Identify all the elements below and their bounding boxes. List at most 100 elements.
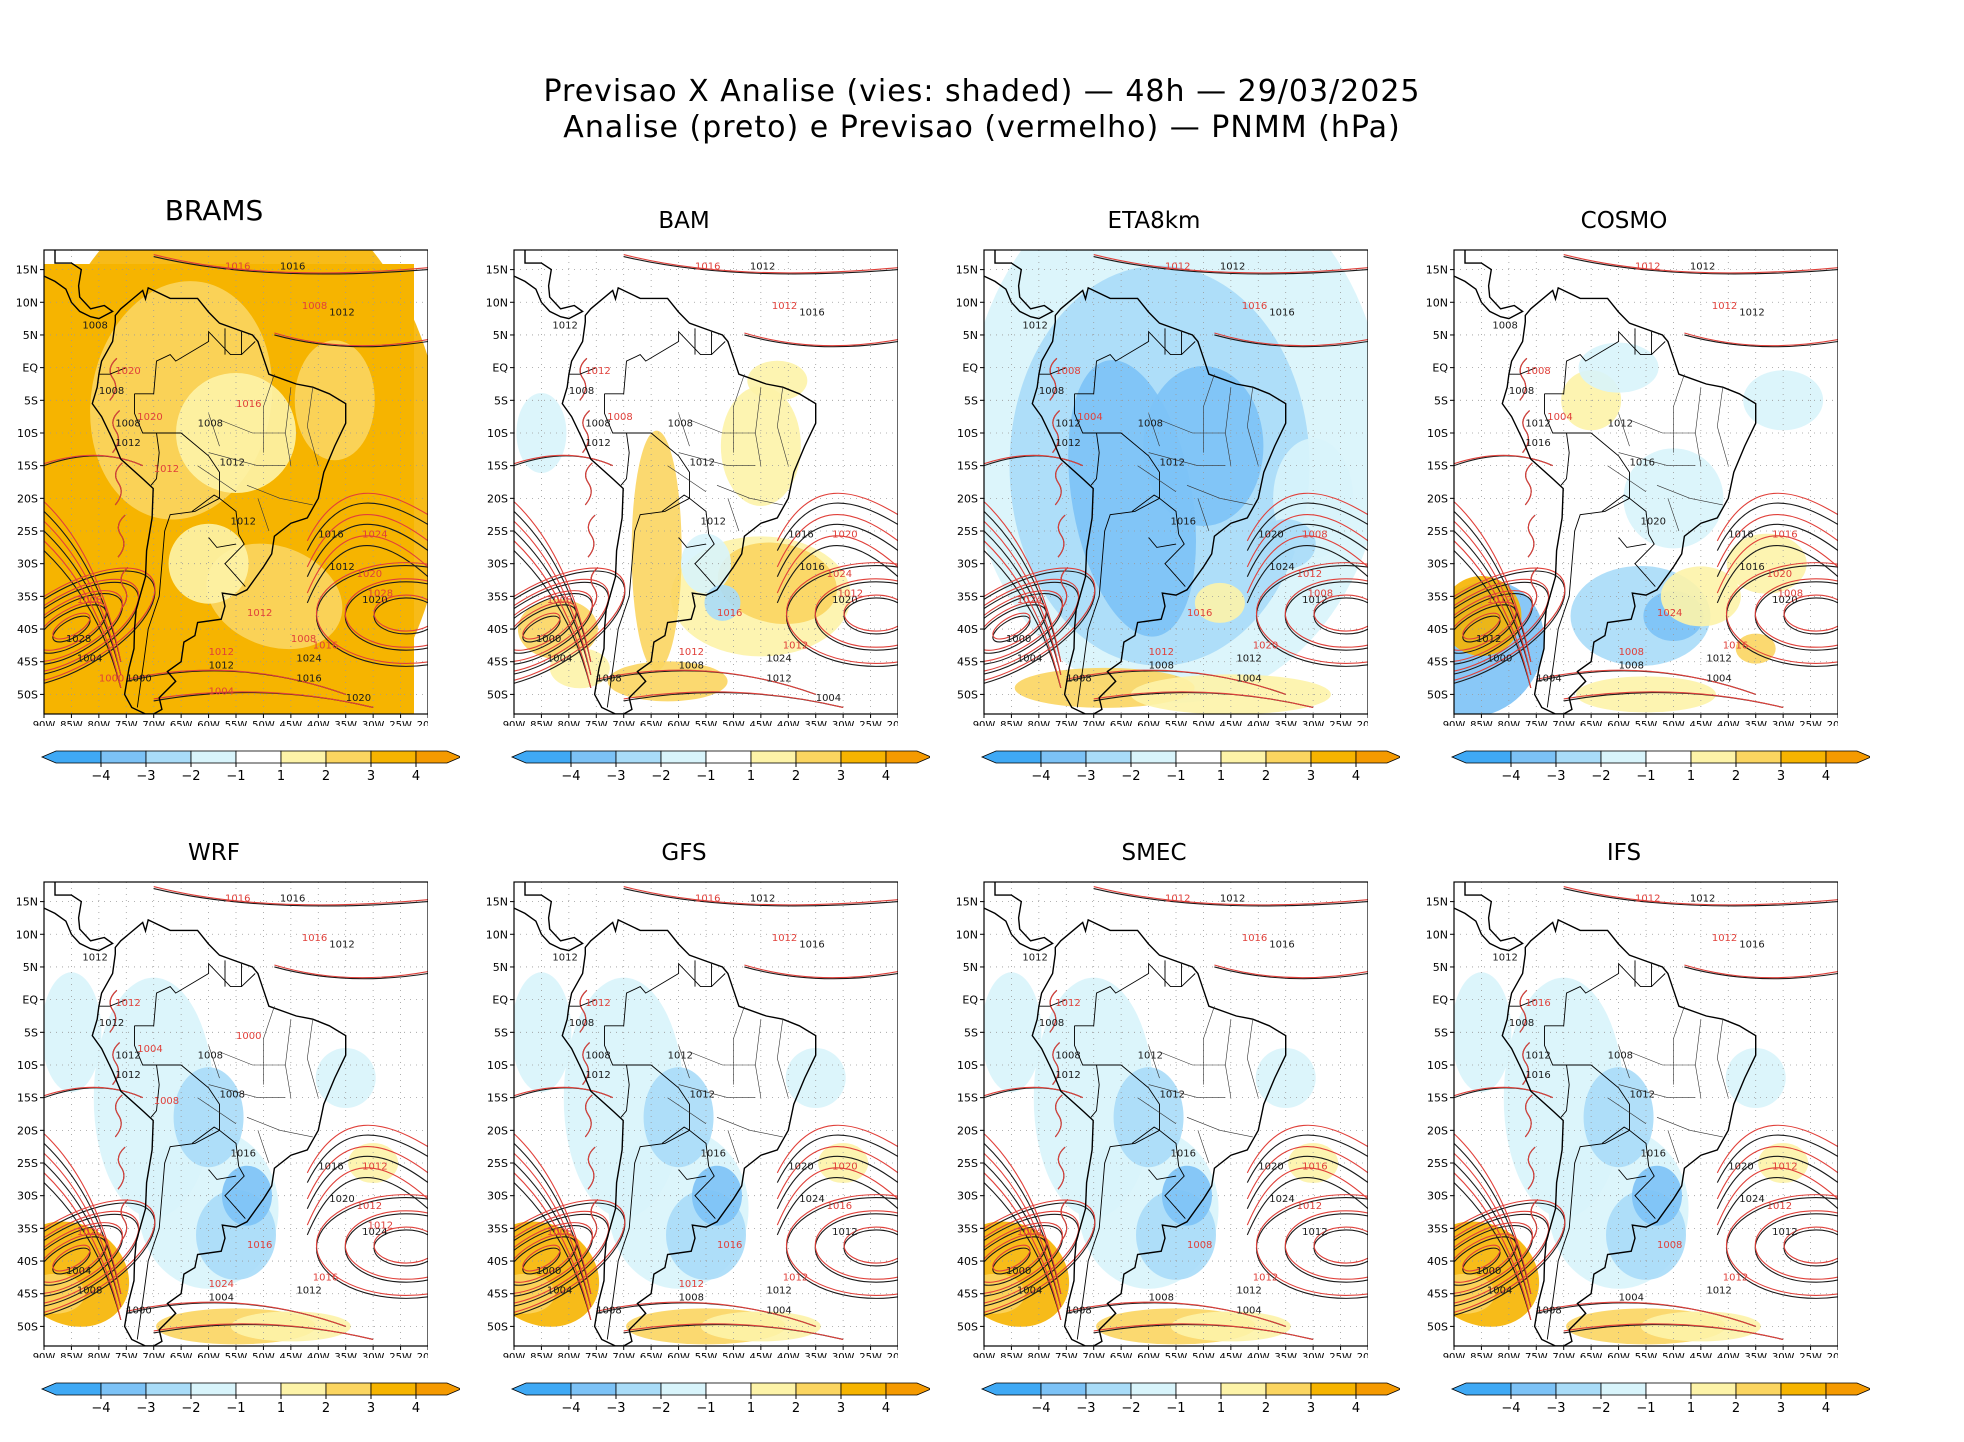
colorbar-tick-label: 4 <box>1352 769 1360 784</box>
bias-shading <box>514 972 869 1345</box>
lon-tick-label: 90W <box>33 1352 56 1358</box>
forecast-isobar-label: 1008 <box>1055 366 1080 377</box>
lon-tick-label: 70W <box>142 720 165 726</box>
colorbar-segment <box>190 1382 237 1396</box>
lon-tick-label: 25W <box>1329 720 1352 726</box>
analysis-isobar-label: 1008 <box>198 418 223 429</box>
lon-tick-label: 60W <box>197 1352 220 1358</box>
colorbar-segment <box>1220 1382 1267 1396</box>
colorbar-tick-label: −1 <box>1636 1401 1655 1416</box>
analysis-isobar-label: 1016 <box>788 530 813 541</box>
lon-tick-label: 20W <box>887 1352 898 1358</box>
forecast-isobar-label: 1012 <box>679 647 704 658</box>
lon-tick-label: 85W <box>1000 720 1023 726</box>
lon-tick-label: 25W <box>389 1352 412 1358</box>
lat-tick-label: 50S <box>957 688 978 701</box>
forecast-isobar-label: 1012 <box>1712 301 1737 312</box>
forecast-isobar-label: 1012 <box>772 301 797 312</box>
analysis-isobar-label: 1012 <box>1220 262 1245 273</box>
colorbar-segment <box>1220 750 1267 764</box>
analysis-isobar-label: 1012 <box>1022 952 1047 963</box>
forecast-isobar-label: 1008 <box>607 412 632 423</box>
analysis-isobar-label: 1024 <box>1269 1194 1294 1205</box>
lat-tick-label: 50S <box>17 688 38 701</box>
analysis-isobar-label: 1004 <box>209 1292 234 1303</box>
colorbar-tick-label: 2 <box>1262 769 1270 784</box>
panel-bam: BAM 1012 1016 1012 1008 1008 1008 1012 1012 1012 1… <box>470 190 940 810</box>
colorbar-segment <box>145 1382 192 1396</box>
lon-tick-label: 45W <box>1220 720 1243 726</box>
colorbar-tick-label: 2 <box>322 1401 330 1416</box>
analysis-isobar-label: 1000 <box>1006 634 1031 645</box>
analysis-isobar-label: 1008 <box>99 386 124 397</box>
lon-tick-label: 40W <box>777 720 800 726</box>
forecast-isobar-label: 1012 <box>1635 262 1660 273</box>
analysis-isobar-label: 1012 <box>750 262 775 273</box>
lat-tick-label: 30S <box>1427 558 1448 571</box>
lat-tick-label: 35S <box>17 590 38 603</box>
lat-tick-label: 25S <box>1427 1157 1448 1170</box>
forecast-isobars <box>984 886 1368 1341</box>
colorbar-tick-label: 2 <box>322 769 330 784</box>
analysis-isobar-label: 1008 <box>1149 1292 1174 1303</box>
lat-tick-label: 10S <box>1427 1059 1448 1072</box>
lat-tick-label: EQ <box>1432 362 1448 375</box>
analysis-isobar-label: 1004 <box>547 1286 572 1297</box>
panel-title: BAM <box>658 208 710 234</box>
lon-tick-label: 80W <box>1498 1352 1521 1358</box>
lat-tick-label: 25S <box>1427 525 1448 538</box>
panel-title: ETA8km <box>1107 208 1201 234</box>
lat-tick-label: 15N <box>16 896 38 909</box>
colorbar-segment <box>1265 1382 1312 1396</box>
lon-tick-label: 35W <box>1274 1352 1297 1358</box>
lon-tick-label: 55W <box>1165 1352 1188 1358</box>
lat-tick-label: 10S <box>487 1059 508 1072</box>
lat-tick-label: 50S <box>957 1320 978 1333</box>
colorbar-segment <box>1310 750 1357 764</box>
lat-tick-label: 10N <box>16 296 38 309</box>
lon-tick-label: 20W <box>417 1352 428 1358</box>
analysis-isobar-label: 1008 <box>115 418 140 429</box>
analysis-isobar-label: 1012 <box>585 1070 610 1081</box>
colorbar: −4 −3 −2 −1 1 2 3 4 <box>980 1377 1403 1427</box>
lat-tick-label: 35S <box>957 1222 978 1235</box>
lon-tick-label: 80W <box>88 1352 111 1358</box>
colorbar-tick-label: −2 <box>181 1401 200 1416</box>
lat-tick-label: 5N <box>493 329 508 342</box>
lon-tick-label: 20W <box>1357 1352 1368 1358</box>
colorbar-tick-label: −3 <box>606 769 625 784</box>
colorbar-tick-label: 4 <box>1822 769 1830 784</box>
analysis-isobar-label: 1012 <box>231 516 256 527</box>
lon-tick-label: 50W <box>1662 1352 1685 1358</box>
forecast-isobar-label: 1024 <box>362 530 387 541</box>
analysis-isobar-label: 1012 <box>1690 894 1715 905</box>
colorbar-tick-label: −1 <box>226 769 245 784</box>
lon-tick-label: 35W <box>804 720 827 726</box>
colorbar-tick-label: 3 <box>1777 1401 1785 1416</box>
map-gfs: 1012 1016 1012 1008 1008 1012 1012 1012 1016 1020… <box>470 870 898 1358</box>
lat-tick-label: EQ <box>1432 994 1448 1007</box>
analysis-isobar-label: 1008 <box>679 660 704 671</box>
colorbar-segment <box>40 750 102 764</box>
axes: 15N 10N 5N EQ 5S 10S 15S 20S 25S 30S 35S 40S 45S 50S 9… <box>1426 264 1838 726</box>
lat-tick-label: 40S <box>957 623 978 636</box>
forecast-isobars <box>514 886 898 1341</box>
forecast-isobar-label: 1008 <box>77 595 102 606</box>
forecast-isobar-label: 1012 <box>1723 1273 1748 1284</box>
lon-tick-label: 30W <box>1772 1352 1795 1358</box>
analysis-isobar-label: 1016 <box>1171 1148 1196 1159</box>
colorbar-segment <box>1780 750 1827 764</box>
forecast-isobar-label: 1016 <box>302 933 327 944</box>
analysis-isobar-label: 1008 <box>1138 418 1163 429</box>
analysis-isobar-label: 1016 <box>296 673 321 684</box>
analysis-isobar-label: 1016 <box>1728 530 1753 541</box>
forecast-isobar-label: 1008 <box>1619 647 1644 658</box>
forecast-isobar-label: 1024 <box>1657 608 1682 619</box>
lat-tick-label: 45S <box>487 656 508 669</box>
lat-tick-label: 15S <box>17 1092 38 1105</box>
lon-tick-label: 20W <box>1827 1352 1838 1358</box>
lon-tick-label: 45W <box>750 720 773 726</box>
colorbar: −4 −3 −2 −1 1 2 3 4 <box>1450 1377 1873 1427</box>
forecast-isobar-label: 1012 <box>1149 647 1174 658</box>
lon-tick-label: 70W <box>142 1352 165 1358</box>
